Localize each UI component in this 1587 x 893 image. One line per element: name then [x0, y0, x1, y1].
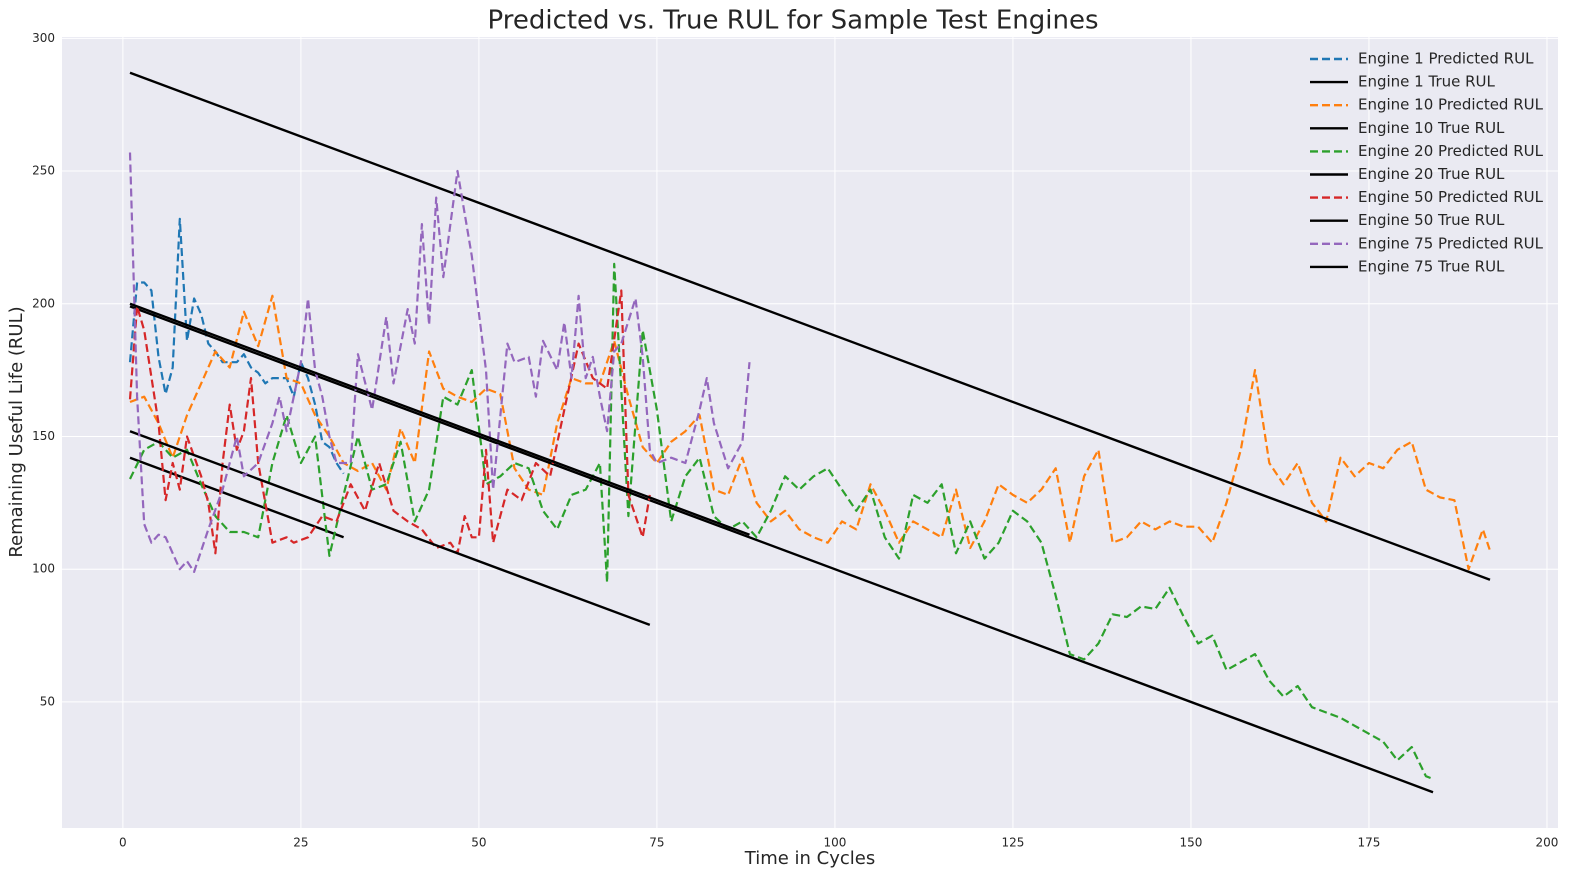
x-tick-label: 125	[1001, 836, 1024, 850]
x-axis-label: Time in Cycles	[744, 848, 875, 869]
legend-label: Engine 50 Predicted RUL	[1358, 188, 1544, 206]
y-axis-label: Remaining Useful Life (RUL)	[6, 306, 27, 557]
legend-label: Engine 1 True RUL	[1358, 73, 1496, 91]
y-tick-label: 50	[40, 694, 55, 708]
x-tick-label: 50	[471, 836, 486, 850]
y-tick-label: 100	[32, 562, 55, 576]
series-line	[129, 302, 750, 536]
legend-label: Engine 75 Predicted RUL	[1358, 234, 1544, 252]
series-line	[128, 289, 651, 555]
legend-label: Engine 75 True RUL	[1358, 257, 1505, 275]
series-line	[129, 71, 1491, 581]
series-line	[129, 430, 651, 627]
series-line	[129, 294, 1492, 571]
x-tick-label: 150	[1179, 836, 1202, 850]
legend-label: Engine 1 Predicted RUL	[1358, 50, 1534, 68]
x-tick-label: 100	[823, 836, 846, 850]
grid	[62, 37, 1558, 828]
legend-label: Engine 10 Predicted RUL	[1358, 96, 1544, 114]
lines	[128, 71, 1492, 794]
x-tick-label: 175	[1357, 836, 1380, 850]
legend-label: Engine 20 True RUL	[1358, 165, 1505, 183]
series-line	[128, 152, 751, 573]
series-line	[129, 262, 1434, 780]
x-tick-label: 25	[293, 836, 308, 850]
series-line	[129, 305, 1434, 794]
x-tick-label: 75	[649, 836, 664, 850]
chart-title: Predicted vs. True RUL for Sample Test E…	[488, 6, 1099, 36]
plot-area	[62, 37, 1558, 828]
y-tick-label: 300	[32, 31, 55, 45]
y-tick-label: 200	[32, 296, 55, 310]
y-tick-label: 150	[32, 429, 55, 443]
series-line	[128, 217, 345, 475]
x-tick-label: 200	[1536, 836, 1559, 850]
x-tick-label: 0	[119, 836, 127, 850]
legend: Engine 1 Predicted RUL Engine 1 True RUL E…	[1310, 50, 1544, 275]
legend-label: Engine 20 Predicted RUL	[1358, 142, 1544, 160]
legend-label: Engine 10 True RUL	[1358, 119, 1505, 137]
series-line	[129, 456, 345, 539]
legend-label: Engine 50 True RUL	[1358, 211, 1505, 229]
y-tick-label: 250	[32, 164, 55, 178]
